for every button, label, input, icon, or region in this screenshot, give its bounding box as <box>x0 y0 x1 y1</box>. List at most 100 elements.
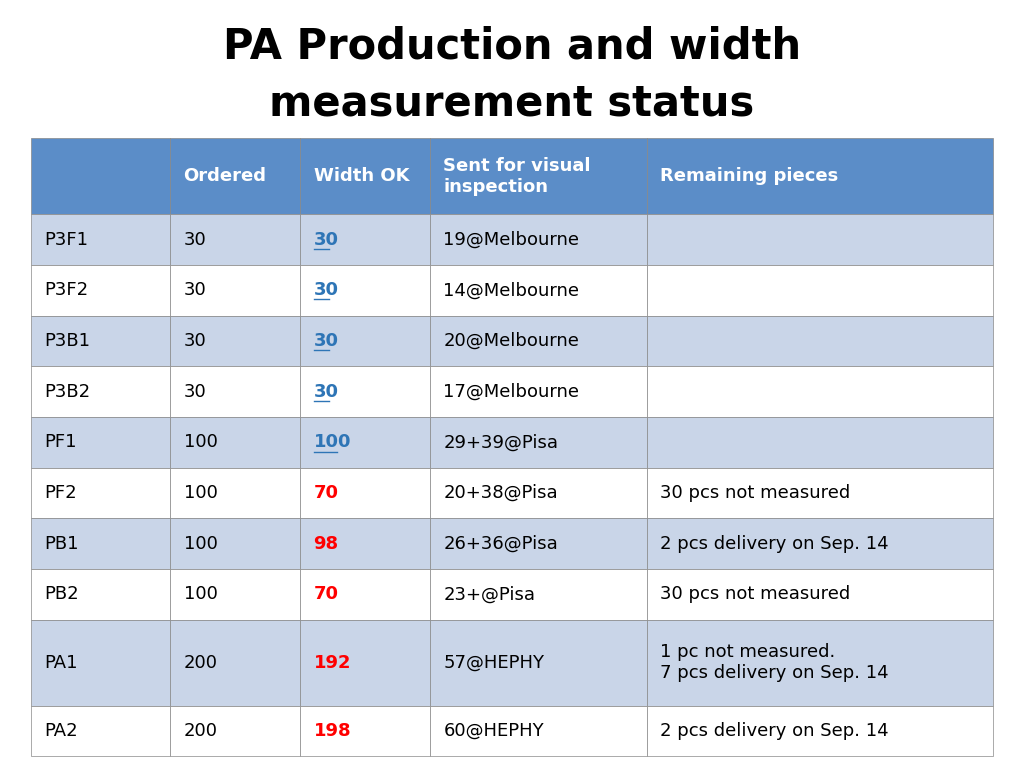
Text: Sent for visual
inspection: Sent for visual inspection <box>443 157 591 196</box>
Bar <box>31 569 170 620</box>
Text: 30: 30 <box>313 332 339 350</box>
Bar <box>647 214 993 265</box>
Text: 30: 30 <box>183 382 207 401</box>
Text: 30: 30 <box>183 332 207 350</box>
Text: 30 pcs not measured: 30 pcs not measured <box>660 585 850 604</box>
Text: measurement status: measurement status <box>269 83 755 124</box>
Text: 192: 192 <box>313 654 351 672</box>
Bar <box>647 620 993 706</box>
Text: 30: 30 <box>183 230 207 249</box>
Bar <box>430 138 647 214</box>
Text: 23+@Pisa: 23+@Pisa <box>443 585 536 604</box>
Bar <box>300 620 430 706</box>
Text: 200: 200 <box>183 654 218 672</box>
Bar <box>170 214 300 265</box>
Text: 30: 30 <box>313 281 339 300</box>
Bar <box>430 366 647 417</box>
Text: PF2: PF2 <box>44 484 77 502</box>
Bar <box>430 265 647 316</box>
Text: 57@HEPHY: 57@HEPHY <box>443 654 545 672</box>
Text: 30: 30 <box>313 382 339 401</box>
Text: 200: 200 <box>183 722 218 740</box>
Bar <box>300 569 430 620</box>
Bar <box>170 265 300 316</box>
Bar <box>647 366 993 417</box>
Text: 100: 100 <box>183 433 217 452</box>
Bar <box>430 620 647 706</box>
Bar <box>170 138 300 214</box>
Bar <box>300 468 430 518</box>
Bar <box>430 214 647 265</box>
Bar <box>300 138 430 214</box>
Text: Remaining pieces: Remaining pieces <box>660 167 839 185</box>
Text: 14@Melbourne: 14@Melbourne <box>443 281 580 300</box>
Bar <box>300 518 430 569</box>
Bar <box>647 265 993 316</box>
Bar <box>647 569 993 620</box>
Bar <box>430 468 647 518</box>
Text: PB1: PB1 <box>44 535 79 553</box>
Text: 30 pcs not measured: 30 pcs not measured <box>660 484 850 502</box>
Bar <box>31 518 170 569</box>
Bar <box>31 706 170 756</box>
Text: PB2: PB2 <box>44 585 79 604</box>
Bar <box>430 417 647 468</box>
Bar <box>430 316 647 366</box>
Text: 70: 70 <box>313 585 339 604</box>
Bar <box>170 569 300 620</box>
Bar <box>31 417 170 468</box>
Bar <box>170 518 300 569</box>
Bar <box>300 417 430 468</box>
Text: 2 pcs delivery on Sep. 14: 2 pcs delivery on Sep. 14 <box>660 722 889 740</box>
Bar <box>170 620 300 706</box>
Text: P3B1: P3B1 <box>44 332 90 350</box>
Bar <box>300 366 430 417</box>
Bar <box>647 518 993 569</box>
Bar <box>31 620 170 706</box>
Text: 100: 100 <box>313 433 351 452</box>
Bar <box>647 417 993 468</box>
Text: 2 pcs delivery on Sep. 14: 2 pcs delivery on Sep. 14 <box>660 535 889 553</box>
Text: Width OK: Width OK <box>313 167 409 185</box>
Bar <box>31 316 170 366</box>
Bar <box>170 468 300 518</box>
Text: PA2: PA2 <box>44 722 78 740</box>
Text: 60@HEPHY: 60@HEPHY <box>443 722 544 740</box>
Text: 100: 100 <box>183 484 217 502</box>
Text: PA1: PA1 <box>44 654 78 672</box>
Bar <box>31 214 170 265</box>
Text: 29+39@Pisa: 29+39@Pisa <box>443 433 558 452</box>
Bar <box>300 214 430 265</box>
Text: 20@Melbourne: 20@Melbourne <box>443 332 580 350</box>
Bar <box>170 417 300 468</box>
Bar <box>170 706 300 756</box>
Text: Ordered: Ordered <box>183 167 266 185</box>
Bar <box>647 706 993 756</box>
Bar <box>430 706 647 756</box>
Text: 100: 100 <box>183 535 217 553</box>
Text: 30: 30 <box>313 230 339 249</box>
Bar <box>647 316 993 366</box>
Bar <box>170 366 300 417</box>
Text: 100: 100 <box>183 585 217 604</box>
Text: 198: 198 <box>313 722 351 740</box>
Bar <box>170 316 300 366</box>
Bar <box>31 138 170 214</box>
Bar <box>300 316 430 366</box>
Bar <box>31 265 170 316</box>
Text: 70: 70 <box>313 484 339 502</box>
Text: 19@Melbourne: 19@Melbourne <box>443 230 580 249</box>
Text: PF1: PF1 <box>44 433 77 452</box>
Bar <box>430 569 647 620</box>
Bar <box>430 518 647 569</box>
Text: 1 pc not measured.
7 pcs delivery on Sep. 14: 1 pc not measured. 7 pcs delivery on Sep… <box>660 644 889 682</box>
Text: PA Production and width: PA Production and width <box>223 25 801 67</box>
Text: P3B2: P3B2 <box>44 382 90 401</box>
Bar <box>31 468 170 518</box>
Bar <box>300 706 430 756</box>
Text: 98: 98 <box>313 535 339 553</box>
Text: 17@Melbourne: 17@Melbourne <box>443 382 580 401</box>
Text: P3F1: P3F1 <box>44 230 88 249</box>
Text: 30: 30 <box>183 281 207 300</box>
Bar <box>300 265 430 316</box>
